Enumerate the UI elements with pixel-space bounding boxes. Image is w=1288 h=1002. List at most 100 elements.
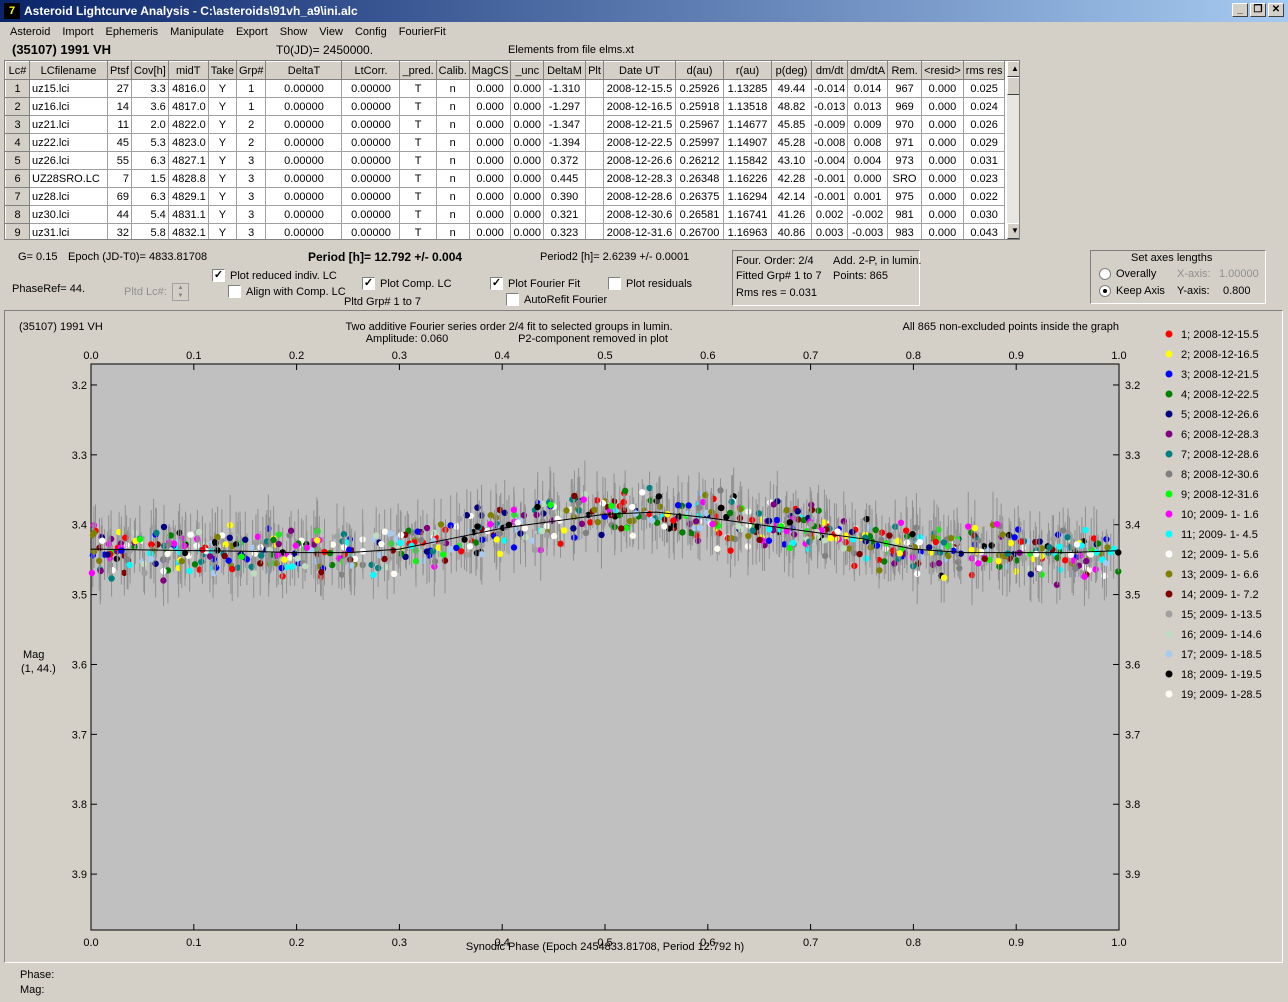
table-cell[interactable]: 3.6 bbox=[130, 97, 169, 116]
column-header[interactable]: DeltaT bbox=[265, 61, 343, 80]
table-cell[interactable]: T bbox=[399, 223, 437, 239]
table-cell[interactable]: 2 bbox=[5, 97, 30, 116]
table-cell[interactable]: n bbox=[435, 187, 470, 206]
table-cell[interactable]: T bbox=[399, 115, 437, 134]
table-cell[interactable]: 0.00000 bbox=[265, 187, 343, 206]
table-cell[interactable]: 5.8 bbox=[130, 223, 169, 239]
table-cell[interactable]: 2008-12-28.3 bbox=[603, 169, 677, 188]
table-cell[interactable]: 981 bbox=[887, 205, 923, 224]
column-header[interactable]: r(au) bbox=[723, 61, 773, 80]
table-cell[interactable]: -0.002 bbox=[847, 205, 889, 224]
table-cell[interactable]: T bbox=[399, 97, 437, 116]
column-header[interactable]: Cov[h] bbox=[130, 61, 169, 80]
table-cell[interactable]: 4817.0 bbox=[167, 97, 209, 116]
table-cell[interactable]: 45 bbox=[107, 133, 132, 152]
table-cell[interactable]: 0.002 bbox=[811, 205, 849, 224]
menu-import[interactable]: Import bbox=[62, 25, 94, 38]
table-cell[interactable]: -0.001 bbox=[811, 169, 849, 188]
table-cell[interactable]: 0.25967 bbox=[675, 115, 725, 134]
table-cell[interactable]: 1.16741 bbox=[723, 205, 773, 224]
table-cell[interactable]: 0.000 bbox=[510, 223, 545, 239]
table-cell[interactable]: 2008-12-26.6 bbox=[603, 151, 677, 170]
table-cell[interactable]: 0.000 bbox=[921, 97, 964, 116]
column-header[interactable]: LtCorr. bbox=[341, 61, 401, 80]
table-cell[interactable]: 975 bbox=[887, 187, 923, 206]
table-cell[interactable]: 0.000 bbox=[921, 205, 964, 224]
table-cell[interactable]: uz21.lci bbox=[29, 115, 108, 134]
table-cell[interactable]: 1 bbox=[235, 79, 267, 98]
menu-manipulate[interactable]: Manipulate bbox=[170, 25, 224, 38]
table-cell[interactable]: 1.15842 bbox=[723, 151, 773, 170]
table-cell[interactable]: 0.000 bbox=[921, 187, 964, 206]
table-cell[interactable] bbox=[585, 169, 605, 188]
table-cell[interactable]: Y bbox=[207, 115, 238, 134]
plot-comp-checkbox[interactable]: ✓ Plot Comp. LC bbox=[362, 277, 452, 290]
table-cell[interactable]: 2008-12-21.5 bbox=[603, 115, 677, 134]
table-cell[interactable]: -1.310 bbox=[543, 79, 587, 98]
table-cell[interactable]: 4827.1 bbox=[167, 151, 209, 170]
table-cell[interactable]: 983 bbox=[887, 223, 923, 239]
keep-axis-radio[interactable]: Keep Axis bbox=[1099, 285, 1165, 297]
table-cell[interactable]: 2 bbox=[235, 115, 267, 134]
table-scrollbar[interactable]: ▲ ▼ bbox=[1007, 61, 1019, 239]
table-cell[interactable]: -1.394 bbox=[543, 133, 587, 152]
table-cell[interactable]: 0.00000 bbox=[341, 205, 401, 224]
table-cell[interactable]: 0.25918 bbox=[675, 97, 725, 116]
table-cell[interactable]: 0.00000 bbox=[341, 151, 401, 170]
scroll-down-icon[interactable]: ▼ bbox=[1007, 223, 1019, 239]
table-cell[interactable]: 2.0 bbox=[130, 115, 169, 134]
table-cell[interactable]: T bbox=[399, 205, 437, 224]
table-cell[interactable]: 3 bbox=[235, 187, 267, 206]
table-cell[interactable]: 0.004 bbox=[847, 151, 889, 170]
table-cell[interactable]: 0.372 bbox=[543, 151, 587, 170]
table-cell[interactable]: uz31.lci bbox=[29, 223, 108, 239]
lightcurve-plot-svg[interactable]: 0.0 0.0 0.1 0.1 0.2 0.2 0.3 0.3 0.4 0.4 0.5 0.5 0.6 0… bbox=[5, 311, 1282, 962]
table-cell[interactable]: -0.001 bbox=[811, 187, 849, 206]
close-button[interactable]: ✕ bbox=[1268, 3, 1284, 17]
x-axis-value[interactable]: 1.00000 bbox=[1219, 268, 1259, 280]
table-cell[interactable]: 0.00000 bbox=[265, 115, 343, 134]
table-cell[interactable]: 1.16226 bbox=[723, 169, 773, 188]
table-cell[interactable]: -0.013 bbox=[811, 97, 849, 116]
table-cell[interactable]: T bbox=[399, 169, 437, 188]
table-cell[interactable] bbox=[585, 115, 605, 134]
table-cell[interactable]: 0.023 bbox=[962, 169, 1006, 188]
scroll-up-icon[interactable]: ▲ bbox=[1007, 61, 1019, 77]
table-cell[interactable] bbox=[585, 79, 605, 98]
table-cell[interactable]: 45.28 bbox=[771, 133, 813, 152]
plot-reduced-checkbox[interactable]: ✓ Plot reduced indiv. LC bbox=[212, 269, 337, 282]
table-cell[interactable]: UZ28SRO.LC bbox=[29, 169, 108, 188]
table-cell[interactable]: uz15.lci bbox=[29, 79, 108, 98]
table-cell[interactable]: 4829.1 bbox=[167, 187, 209, 206]
table-cell[interactable]: 0.321 bbox=[543, 205, 587, 224]
autorefit-checkbox[interactable]: AutoRefit Fourier bbox=[506, 293, 607, 306]
table-cell[interactable]: 9 bbox=[5, 223, 30, 239]
table-cell[interactable]: 3 bbox=[235, 151, 267, 170]
table-cell[interactable]: 2008-12-22.5 bbox=[603, 133, 677, 152]
table-cell[interactable]: 0.00000 bbox=[265, 97, 343, 116]
column-header[interactable]: Plt bbox=[585, 61, 605, 80]
table-cell[interactable]: 3 bbox=[235, 169, 267, 188]
table-cell[interactable]: 0.00000 bbox=[341, 115, 401, 134]
table-cell[interactable]: 0.26348 bbox=[675, 169, 725, 188]
minimize-button[interactable]: _ bbox=[1232, 3, 1248, 17]
table-cell[interactable]: 4828.8 bbox=[167, 169, 209, 188]
table-cell[interactable]: -0.008 bbox=[811, 133, 849, 152]
table-cell[interactable]: 0.024 bbox=[962, 97, 1006, 116]
table-cell[interactable]: 2008-12-30.6 bbox=[603, 205, 677, 224]
table-cell[interactable]: 971 bbox=[887, 133, 923, 152]
table-cell[interactable]: 970 bbox=[887, 115, 923, 134]
lightcurve-table[interactable]: Lc# LCfilename Ptsf Cov[h] midT Take Grp# Delta… bbox=[4, 60, 1020, 240]
table-cell[interactable]: T bbox=[399, 187, 437, 206]
column-header[interactable]: Calib. bbox=[435, 61, 470, 80]
table-cell[interactable]: 0.026 bbox=[962, 115, 1006, 134]
table-cell[interactable]: 0.445 bbox=[543, 169, 587, 188]
table-cell[interactable]: 1 bbox=[5, 79, 30, 98]
table-cell[interactable]: 2008-12-31.6 bbox=[603, 223, 677, 239]
table-cell[interactable]: Y bbox=[207, 151, 238, 170]
menu-ephemeris[interactable]: Ephemeris bbox=[105, 25, 159, 38]
table-cell[interactable]: uz22.lci bbox=[29, 133, 108, 152]
column-header[interactable]: Take bbox=[207, 61, 238, 80]
table-cell[interactable]: 1.13518 bbox=[723, 97, 773, 116]
